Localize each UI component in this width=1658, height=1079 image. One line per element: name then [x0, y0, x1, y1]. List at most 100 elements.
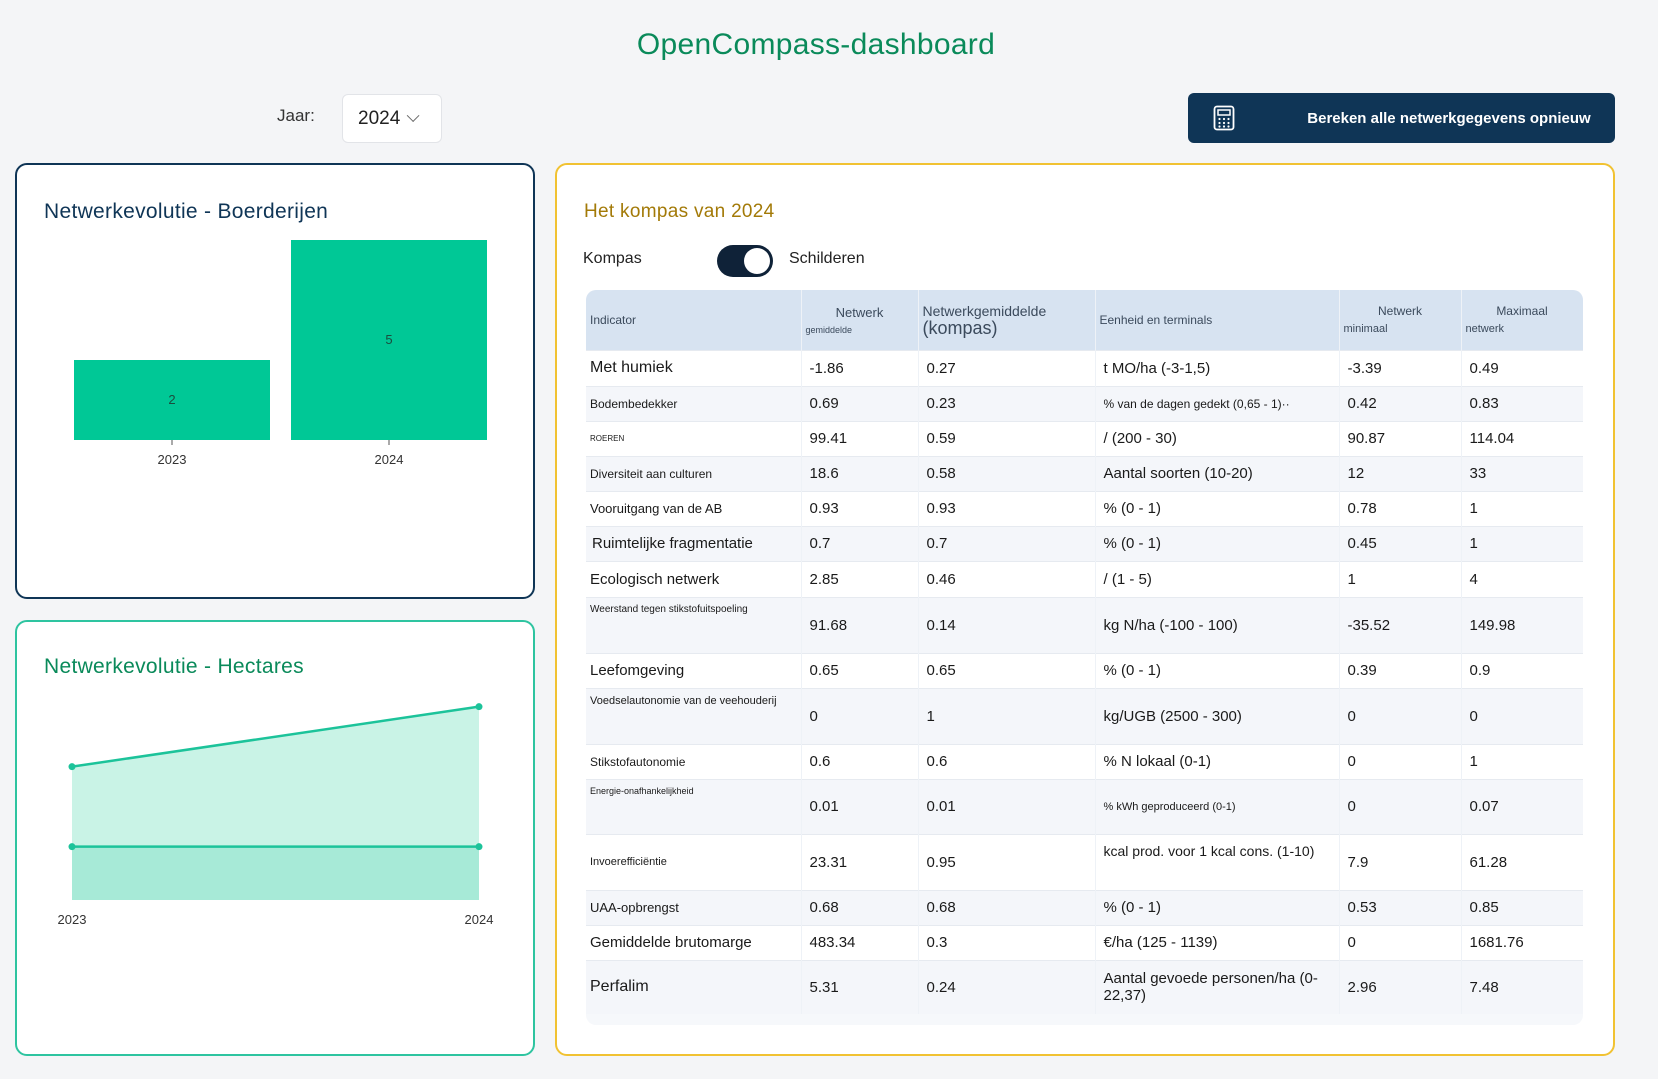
cell-unit: €/ha (125 - 1139) [1095, 924, 1340, 960]
cell-network-max: 1 [1461, 525, 1583, 561]
cell-network-avg-compass: 0.65 [918, 652, 1096, 688]
data-point [475, 843, 483, 851]
cell-network-min: 0.45 [1339, 525, 1462, 561]
cell-network-max: 0.85 [1461, 889, 1583, 925]
cell-indicator: Vooruitgang van de AB [586, 490, 802, 526]
cell-network-min: 0.39 [1339, 652, 1462, 688]
table-row: Bodembedekker 0.69 0.23% van de dagen gede… [586, 385, 1583, 421]
cell-network-min: 0.78 [1339, 490, 1462, 526]
area-lower [72, 846, 479, 900]
col-header-network-avg[interactable]: Netwerk gemiddelde [801, 290, 919, 350]
compass-title: Het kompas van 2024 [584, 201, 775, 222]
bar-value-label: 2 [168, 392, 175, 407]
bar-2023 [74, 360, 270, 440]
cell-network-avg: 2.85 [801, 560, 919, 597]
cell-network-min: -3.39 [1339, 349, 1462, 386]
cell-network-avg-compass: 0.3 [918, 924, 1096, 960]
cell-network-max: 1681.76 [1461, 924, 1583, 960]
cell-network-min: 0.53 [1339, 889, 1462, 925]
cell-unit: kg N/ha (-100 - 100) [1095, 596, 1340, 653]
cell-network-max: 0.49 [1461, 349, 1583, 386]
cell-network-min: 12 [1339, 455, 1462, 491]
cell-indicator: Diversiteit aan culturen [586, 455, 802, 491]
cell-network-min: 2.96 [1339, 959, 1462, 1014]
cell-network-max: 7.48 [1461, 959, 1583, 1014]
cell-network-avg-compass: 0.46 [918, 560, 1096, 597]
cell-indicator: Ecologisch netwerk [586, 560, 802, 597]
cell-indicator: ROEREN [586, 420, 802, 456]
table-row: Weerstand tegen stikstofuitspoeling 91.68… [586, 596, 1583, 653]
cell-indicator: Voedselautonomie van de veehouderij [586, 687, 802, 744]
compass-card: Het kompas van 2024 Kompas Schilderen In… [555, 163, 1615, 1056]
year-select[interactable]: 2024 [342, 94, 442, 143]
cell-network-min: 0 [1339, 687, 1462, 744]
cell-unit: kcal prod. voor 1 kcal cons. (1-10) [1095, 833, 1340, 890]
cell-network-avg: 483.34 [801, 924, 919, 960]
table-row: Gemiddelde brutomarge 483.34 0.3 €/ha (125 … [586, 924, 1583, 960]
toggle-left-label: Kompas [583, 250, 642, 267]
x-tick-label: 2024 [465, 912, 494, 927]
table-header-row: Indicator Netwerk gemiddelde Netwerkgemi… [586, 290, 1583, 350]
calculator-icon [1213, 105, 1235, 131]
cell-unit: % (0 - 1) [1095, 525, 1340, 561]
cell-network-avg-compass: 0.95 [918, 833, 1096, 890]
col-header-network-avg-compass[interactable]: Netwerkgemiddelde (kompas) [918, 290, 1096, 350]
cell-indicator: Bodembedekker [586, 385, 802, 421]
compass-table-wrapper: Indicator Netwerk gemiddelde Netwerkgemi… [586, 290, 1583, 1025]
cell-network-min: 7.9 [1339, 833, 1462, 890]
cell-indicator: UAA-opbrengst [586, 889, 802, 925]
cell-network-avg-compass: 0.6 [918, 743, 1096, 779]
cell-network-avg-compass: 0.01 [918, 778, 1096, 834]
farms-bar-chart: 2 2023 5 2024 [74, 240, 487, 467]
cell-network-max: 61.28 [1461, 833, 1583, 890]
page-title: OpenCompass-dashboard [636, 28, 996, 61]
table-row: ROEREN 99.41 0.59/ (200 - 30) 90.87 114.04 [586, 420, 1583, 456]
cell-indicator: Gemiddelde brutomarge [586, 924, 802, 960]
cell-unit: % (0 - 1) [1095, 490, 1340, 526]
cell-network-avg-compass: 0.7 [918, 525, 1096, 561]
col-header-network-min[interactable]: Netwerk minimaal [1339, 290, 1462, 350]
cell-network-avg: 5.31 [801, 959, 919, 1014]
cell-network-max: 149.98 [1461, 596, 1583, 653]
cell-network-min: 1 [1339, 560, 1462, 597]
cell-network-avg-compass: 0.59 [918, 420, 1096, 456]
recalculate-label: Bereken alle netwerkgegevens opnieuw [1307, 109, 1591, 127]
cell-unit: / (1 - 5) [1095, 560, 1340, 597]
table-row: Ruimtelijke fragmentatie 0.7 0.7% (0 - 1) 0… [586, 525, 1583, 561]
cell-network-avg: 0.65 [801, 652, 919, 688]
table-row: Stikstofautonomie 0.6 0.6% N lokaal (0-1) 0… [586, 743, 1583, 779]
x-tick-label: 2024 [375, 452, 404, 467]
cell-network-avg: 91.68 [801, 596, 919, 653]
year-label: Jaar: [277, 106, 315, 125]
cell-indicator: Leefomgeving [586, 652, 802, 688]
cell-unit: / (200 - 30) [1095, 420, 1340, 456]
col-header-indicator[interactable]: Indicator [586, 290, 802, 350]
view-toggle[interactable] [717, 245, 773, 277]
cell-network-avg-compass: 0.14 [918, 596, 1096, 653]
cell-network-avg-compass: 0.24 [918, 959, 1096, 1014]
table-row: Energie-onafhankelijkheid 0.01 0.01% kWh g… [586, 778, 1583, 834]
table-row: Leefomgeving 0.65 0.65% (0 - 1) 0.39 0.9 [586, 652, 1583, 688]
data-point [475, 703, 483, 711]
recalculate-button[interactable]: Bereken alle netwerkgegevens opnieuw [1188, 93, 1615, 143]
bar-value-label: 5 [385, 332, 392, 347]
table-row: UAA-opbrengst 0.68 0.68% (0 - 1) 0.53 0.85 [586, 889, 1583, 925]
data-point [68, 763, 76, 771]
cell-indicator: Met humiek [586, 349, 802, 386]
col-header-network-max[interactable]: Maximaal netwerk [1461, 290, 1583, 350]
cell-network-avg-compass: 0.27 [918, 349, 1096, 386]
table-row: Perfalim 5.31 0.24 Aantal gevoede personen/… [586, 959, 1583, 1014]
cell-network-avg: -1.86 [801, 349, 919, 386]
table-row: Met humiek -1.86 0.27 t MO/ha (-3-1,5) -3.39… [586, 349, 1583, 386]
toggle-knob [744, 248, 770, 274]
cell-network-avg-compass: 1 [918, 687, 1096, 744]
toggle-right-label: Schilderen [789, 250, 865, 267]
table-row: Diversiteit aan culturen 18.6 0.58 Aantal s… [586, 455, 1583, 491]
cell-network-min: 0 [1339, 778, 1462, 834]
cell-unit: Aantal gevoede personen/ha (0-22,37) [1095, 959, 1340, 1014]
bar-2024 [291, 240, 487, 440]
col-header-unit[interactable]: Eenheid en terminals [1095, 290, 1340, 350]
cell-unit: % van de dagen gedekt (0,65 - 1)·· [1095, 385, 1340, 421]
cell-network-max: 1 [1461, 490, 1583, 526]
cell-network-avg-compass: 0.58 [918, 455, 1096, 491]
